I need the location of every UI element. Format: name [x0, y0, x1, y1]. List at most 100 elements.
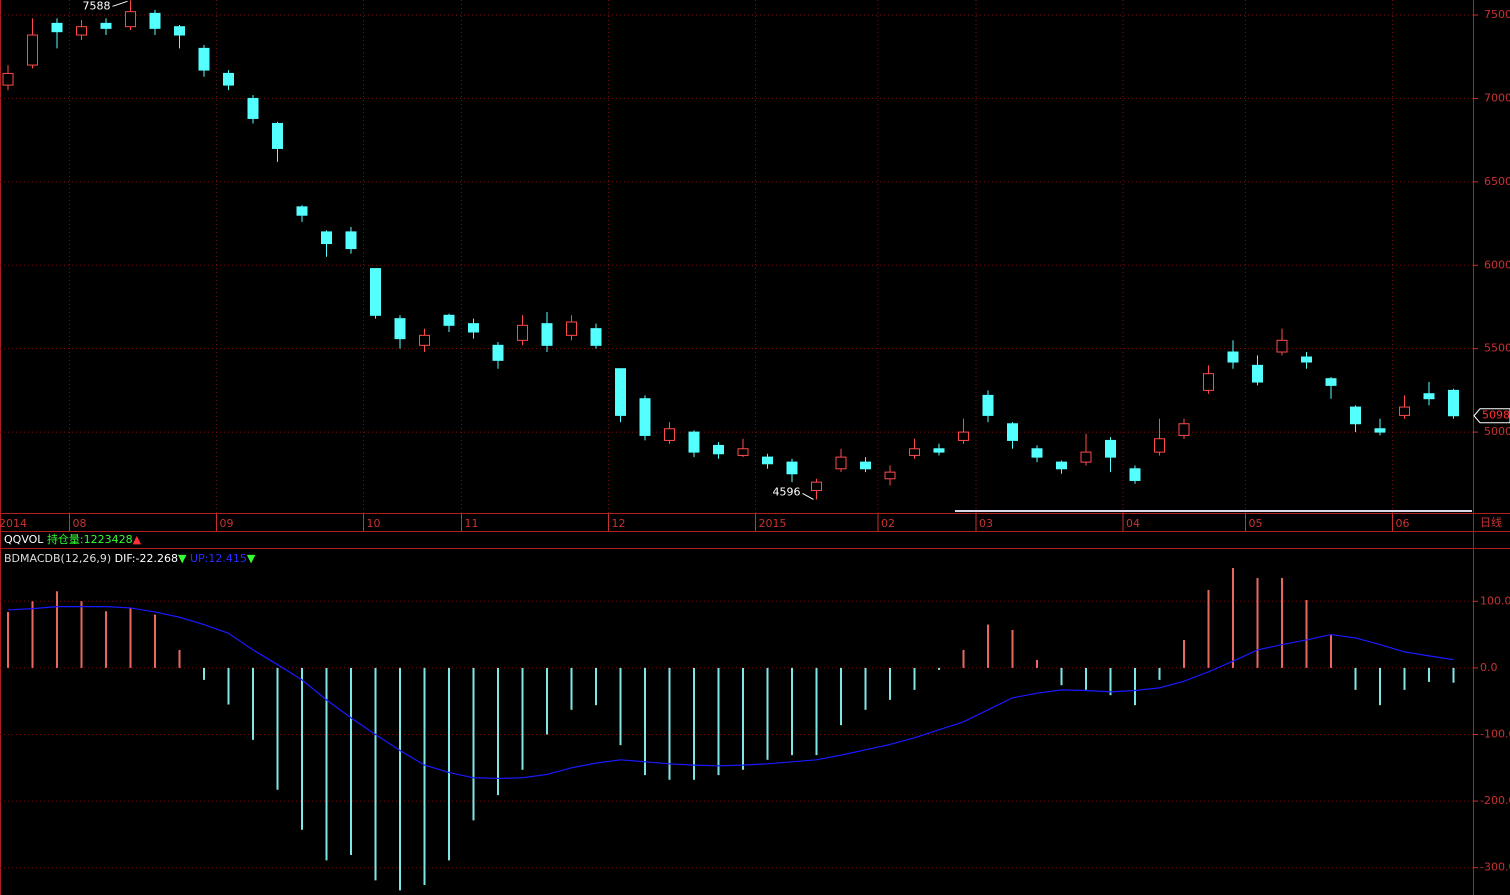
candle-body: [933, 448, 945, 453]
candle-body: [1031, 448, 1043, 458]
candle-body: [468, 323, 479, 333]
candle-body: [1203, 373, 1214, 391]
candle-body: [1423, 393, 1435, 400]
candle-body: [786, 461, 798, 475]
y-tick-label: 6500: [1484, 175, 1510, 188]
y-tick-label: 5500: [1484, 342, 1510, 355]
candle-body: [517, 324, 528, 341]
trend-arrow: ▼: [247, 552, 256, 565]
candle-body: [762, 456, 773, 465]
candle-body: [590, 328, 602, 346]
y-tick-label: 0.0: [1480, 661, 1498, 674]
candle-body: [1129, 468, 1141, 481]
candle-body: [1154, 438, 1165, 453]
candle-body: [982, 394, 994, 416]
up-label: UP:12.415: [190, 552, 247, 565]
candle-body: [1056, 461, 1067, 470]
x-tick-label: 08: [73, 517, 87, 530]
candle-body: [713, 444, 724, 455]
candle-body: [419, 334, 430, 346]
candle-body: [615, 368, 626, 416]
y-tick-label: 100.0: [1480, 594, 1510, 607]
candle-body: [149, 12, 161, 29]
candle-body: [639, 398, 651, 436]
trend-arrow: ▲: [133, 533, 142, 546]
candle-body: [321, 231, 332, 245]
candle-body: [345, 231, 357, 250]
candle-body: [1374, 428, 1386, 433]
candle-body: [737, 448, 749, 456]
candle-body: [811, 481, 822, 491]
x-tick-label: 12: [612, 517, 626, 530]
y-tick-label: 6000: [1484, 258, 1510, 271]
y-tick-label: 5000: [1484, 425, 1510, 438]
period-label: 日线: [1480, 515, 1502, 529]
candle-body: [174, 26, 185, 36]
candle-body: [2, 72, 14, 86]
indicator-title: BDMACDB(12,26,9): [4, 552, 111, 565]
candle-body: [443, 314, 455, 326]
candle-body: [1448, 389, 1459, 417]
open-interest: 持仓量:1223428: [47, 532, 133, 546]
candle-body: [296, 206, 308, 216]
candle-body: [198, 47, 210, 71]
x-tick-label: 04: [1126, 517, 1140, 530]
annotation-leader: [802, 493, 814, 500]
candle-body: [541, 323, 553, 346]
candle-body: [492, 344, 504, 361]
annotation-leader: [112, 0, 128, 7]
candle-body: [1080, 451, 1092, 463]
x-tick-label: 09: [220, 517, 234, 530]
candle-body: [100, 22, 112, 29]
y-tick-label: -100.0: [1480, 727, 1510, 740]
x-tick-label: 05: [1249, 517, 1263, 530]
y-tick-label: -300.0: [1480, 861, 1510, 874]
x-tick-label: 06: [1396, 517, 1410, 530]
x-tick-label: 11: [465, 517, 479, 530]
candle-body: [688, 431, 700, 453]
dif-label: DIF:-22.268: [115, 552, 178, 565]
y-tick-label: 7000: [1484, 91, 1510, 104]
y-tick-label: 7500: [1484, 8, 1510, 21]
candle-body: [1399, 406, 1410, 416]
x-tick-label: 2015: [759, 517, 787, 530]
candle-body: [1227, 351, 1239, 363]
candle-body: [1007, 423, 1018, 441]
candle-body: [1325, 378, 1337, 386]
candle-body: [76, 26, 87, 36]
candle-body: [27, 34, 38, 66]
trend-arrow: ▼: [178, 552, 187, 565]
candle-body: [1252, 364, 1263, 383]
candle-body: [394, 318, 406, 340]
candle-body: [958, 431, 969, 441]
candle-body: [247, 97, 259, 119]
indicator-line: [7, 606, 1454, 780]
candle-body: [1276, 339, 1288, 353]
x-tick-label: 10: [367, 517, 381, 530]
candle-body: [835, 456, 847, 470]
x-tick-label: 2014: [0, 517, 27, 530]
min-annotation: 4596: [773, 485, 801, 498]
x-tick-label: 02: [881, 517, 895, 530]
candle-body: [1178, 423, 1190, 436]
candle-body: [1350, 406, 1361, 425]
candle-body: [909, 448, 920, 456]
candle-body: [272, 122, 283, 149]
volume-header: QQVOL 持仓量:1223428▲: [4, 532, 142, 546]
y-tick-label: -200.0: [1480, 794, 1510, 807]
macd-header: BDMACDB(12,26,9) DIF:-22.268▼ UP:12.415▼: [4, 552, 256, 565]
indicator-name: QQVOL: [4, 533, 44, 546]
candle-body: [566, 321, 577, 336]
candle-body: [860, 461, 871, 470]
last-price: 5098: [1482, 409, 1510, 422]
candle-body: [51, 22, 63, 33]
x-tick-label: 03: [979, 517, 993, 530]
candle-body: [664, 428, 675, 441]
candle-body: [1301, 356, 1312, 363]
candle-body: [223, 72, 234, 86]
max-annotation: 7588: [83, 0, 111, 12]
candle-body: [884, 471, 896, 480]
